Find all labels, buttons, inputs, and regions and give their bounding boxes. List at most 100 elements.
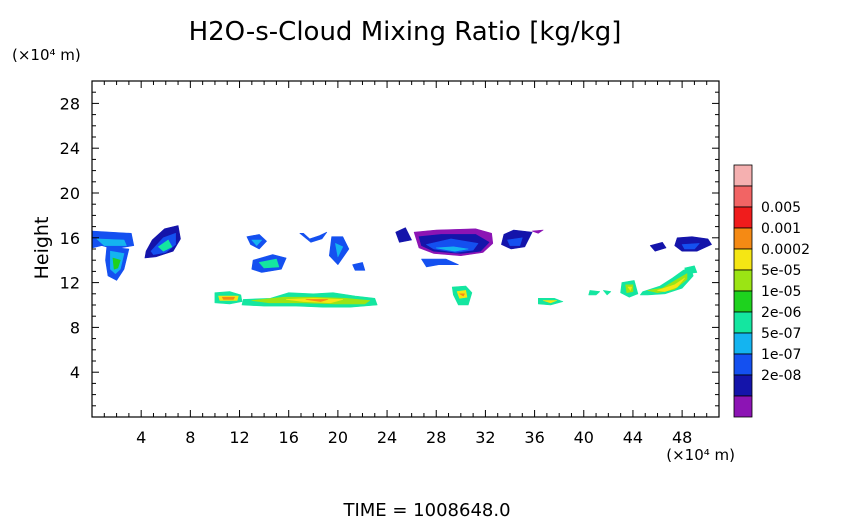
cloud-contour: [627, 286, 633, 291]
cloud-region: [395, 227, 412, 243]
x-tick-label: 28: [426, 428, 446, 447]
colorbar-swatch: [733, 395, 753, 418]
colorbar-label: 0.0002: [761, 242, 810, 258]
cloud-region: [620, 280, 639, 298]
y-tick-label: 4: [70, 363, 80, 382]
colorbar-swatch: [733, 374, 753, 397]
y-tick-label: 28: [60, 94, 80, 113]
colorbar-swatch: [733, 332, 753, 355]
cloud-contour: [435, 246, 469, 252]
x-tick-label: 16: [279, 428, 299, 447]
cloud-contour: [112, 257, 121, 270]
cloud-region: [588, 290, 601, 296]
cloud-contour: [531, 229, 544, 234]
cloud-contour: [681, 243, 700, 250]
cloud-contour: [603, 290, 612, 296]
colorbar-label: 1e-07: [761, 347, 801, 363]
cloud-contour: [335, 243, 344, 258]
cloud-region: [451, 285, 473, 306]
cloud-region: [413, 228, 494, 256]
cloud-contour: [459, 293, 465, 297]
x-tick-label: 12: [229, 428, 249, 447]
colorbar-label: 5e-05: [761, 263, 801, 279]
chart-title: H2O-s-Cloud Mixing Ratio [kg/kg]: [189, 17, 622, 47]
y-axis-unit: (×10⁴ m): [12, 46, 81, 64]
x-tick-label: 24: [377, 428, 397, 447]
cloud-region: [639, 266, 694, 296]
cloud-contour: [352, 262, 366, 271]
cloud-region: [674, 236, 712, 252]
y-tick-label: 8: [70, 318, 80, 337]
cloud-region: [214, 291, 243, 305]
x-tick-label: 32: [475, 428, 495, 447]
cloud-region: [531, 229, 544, 234]
x-tick-label: 4: [136, 428, 146, 447]
colorbar-label: 0.001: [761, 221, 801, 237]
colorbar-swatch: [733, 164, 753, 187]
plot-frame: [91, 80, 720, 418]
x-tick-label: 20: [328, 428, 348, 447]
colorbar-swatch: [733, 353, 753, 376]
cloud-contour: [395, 227, 412, 243]
y-tick-label: 16: [60, 229, 80, 248]
cloud-region: [105, 246, 130, 281]
cloud-contour: [421, 258, 459, 268]
colorbar-label: 1e-05: [761, 284, 801, 300]
cloud-region: [241, 292, 378, 308]
cloud-region: [251, 254, 287, 273]
colorbar-label: 5e-07: [761, 326, 801, 342]
cloud-contour: [684, 265, 698, 274]
cloud-region: [299, 231, 328, 243]
cloud-region: [328, 236, 350, 266]
cloud-region: [421, 258, 459, 268]
cloud-contour: [507, 237, 523, 246]
cloud-contour: [158, 239, 173, 252]
colorbar-swatch: [733, 206, 753, 229]
x-tick-label: 36: [524, 428, 544, 447]
colorbar-label: 2e-06: [761, 305, 801, 321]
colorbar: 0.005 0.001 0.0002 5e-05 1e-05 2e-06 5e-07 1e-0…: [733, 164, 810, 418]
cloud-region: [501, 229, 533, 250]
cloud-region: [352, 262, 366, 271]
y-tick-label: 12: [60, 274, 80, 293]
colorbar-label: 0.005: [761, 200, 801, 216]
y-axis-label: Height: [31, 217, 53, 280]
cloud-contour: [251, 239, 263, 246]
colorbar-swatch: [733, 269, 753, 292]
colorbar-swatch: [733, 227, 753, 250]
colorbar-swatch: [733, 311, 753, 334]
cloud-contour: [305, 299, 329, 302]
plot-area: [91, 225, 712, 308]
cloud-region: [537, 297, 564, 306]
cloud-contour: [222, 296, 235, 300]
colorbar-label: 2e-08: [761, 368, 801, 384]
cloud-contour: [96, 238, 127, 246]
x-tick-label: 44: [623, 428, 643, 447]
x-tick-label: 40: [574, 428, 594, 447]
cloud-region: [144, 225, 181, 259]
y-axis: 4 8 12 16 20 24 28: [60, 91, 719, 407]
cloud-contour: [258, 258, 280, 269]
time-footer: TIME = 1008648.0: [342, 500, 510, 519]
x-axis: 4 8 12 16 20 24 28 32 36 40 44 48: [103, 81, 708, 447]
cloud-contour: [649, 242, 667, 252]
cloud-region: [246, 234, 267, 250]
colorbar-swatch: [733, 248, 753, 271]
colorbar-swatch: [733, 290, 753, 313]
cloud-contour: [588, 290, 601, 296]
cloud-region: [603, 290, 612, 296]
x-tick-label: 48: [672, 428, 692, 447]
cloud-contour: [542, 300, 558, 304]
cloud-contour: [299, 231, 328, 243]
cloud-contour: [657, 277, 685, 292]
cloud-contour: [639, 266, 694, 296]
cloud-region: [91, 230, 135, 250]
x-axis-unit: (×10⁴ m): [666, 446, 735, 464]
cloud-region: [684, 265, 698, 274]
cloud-regions: [91, 225, 712, 308]
x-tick-label: 8: [185, 428, 195, 447]
colorbar-swatch: [733, 185, 753, 208]
cloud-region: [649, 242, 667, 252]
y-tick-label: 20: [60, 184, 80, 203]
